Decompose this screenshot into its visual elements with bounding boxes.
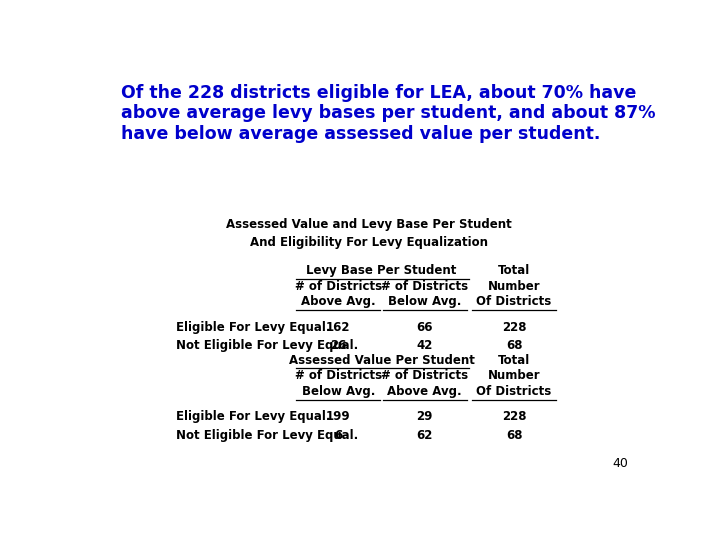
- Text: Assessed Value Per Student: Assessed Value Per Student: [289, 354, 474, 367]
- Text: 26: 26: [330, 339, 346, 353]
- Text: Above Avg.: Above Avg.: [387, 385, 462, 399]
- Text: Number: Number: [487, 280, 541, 293]
- Text: Not Eligible For Levy Equal.: Not Eligible For Levy Equal.: [176, 339, 359, 353]
- Text: # of Districts: # of Districts: [294, 369, 382, 382]
- Text: Of the 228 districts eligible for LEA, about 70% have
above average levy bases p: Of the 228 districts eligible for LEA, a…: [121, 84, 655, 143]
- Text: 68: 68: [506, 339, 522, 353]
- Text: # of Districts: # of Districts: [381, 280, 469, 293]
- Text: Eligible For Levy Equal.: Eligible For Levy Equal.: [176, 321, 331, 334]
- Text: 228: 228: [502, 410, 526, 423]
- Text: Not Eligible For Levy Equal.: Not Eligible For Levy Equal.: [176, 429, 359, 442]
- Text: 6: 6: [334, 429, 343, 442]
- Text: 66: 66: [417, 321, 433, 334]
- Text: Below Avg.: Below Avg.: [302, 385, 375, 399]
- Text: 162: 162: [326, 321, 351, 334]
- Text: # of Districts: # of Districts: [381, 369, 469, 382]
- Text: Assessed Value and Levy Base Per Student: Assessed Value and Levy Base Per Student: [226, 218, 512, 231]
- Text: Above Avg.: Above Avg.: [301, 295, 376, 308]
- Text: 42: 42: [417, 339, 433, 353]
- Text: And Eligibility For Levy Equalization: And Eligibility For Levy Equalization: [250, 235, 488, 248]
- Text: Levy Base Per Student: Levy Base Per Student: [307, 264, 456, 277]
- Text: Of Districts: Of Districts: [477, 295, 552, 308]
- Text: Eligible For Levy Equal.: Eligible For Levy Equal.: [176, 410, 331, 423]
- Text: 228: 228: [502, 321, 526, 334]
- Text: 199: 199: [326, 410, 351, 423]
- Text: 29: 29: [417, 410, 433, 423]
- Text: 40: 40: [613, 457, 629, 470]
- Text: Of Districts: Of Districts: [477, 385, 552, 399]
- Text: Below Avg.: Below Avg.: [388, 295, 462, 308]
- Text: Total: Total: [498, 264, 530, 277]
- Text: Total: Total: [498, 354, 530, 367]
- Text: Number: Number: [487, 369, 541, 382]
- Text: 62: 62: [417, 429, 433, 442]
- Text: 68: 68: [506, 429, 522, 442]
- Text: # of Districts: # of Districts: [294, 280, 382, 293]
